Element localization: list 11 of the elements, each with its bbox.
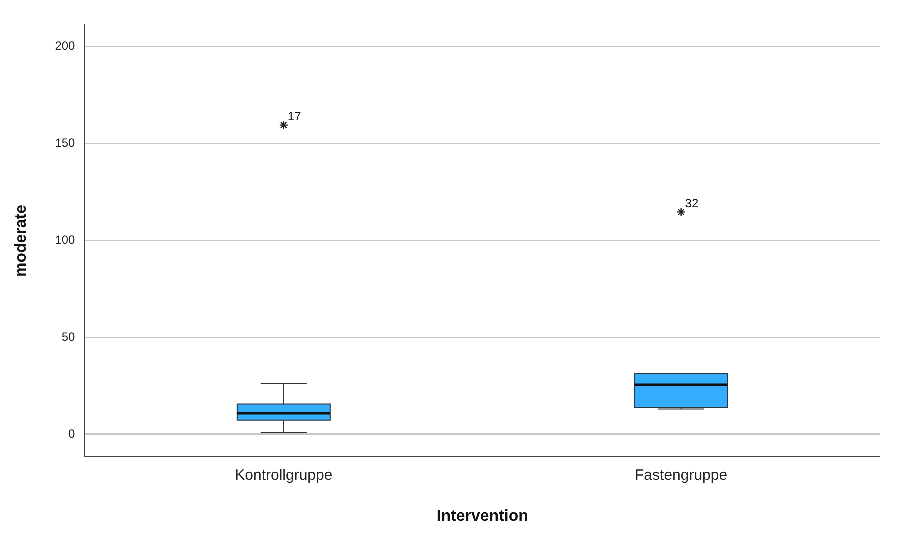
annotation: 32	[685, 196, 699, 211]
x-axis-title: Intervention	[436, 508, 528, 525]
annotation: 17	[288, 110, 302, 124]
y-tick-label: 150	[55, 136, 76, 150]
y-tick-label: 200	[55, 38, 76, 53]
y-tick-label: 100	[55, 232, 76, 247]
y-tick-label: 50	[62, 330, 76, 344]
y-tick-label: 0	[68, 426, 76, 441]
x-tick-label: Kontrollgruppe	[235, 466, 333, 484]
y-axis-title: moderate	[13, 204, 30, 278]
x-tick-label: Fastengruppe	[635, 466, 728, 484]
